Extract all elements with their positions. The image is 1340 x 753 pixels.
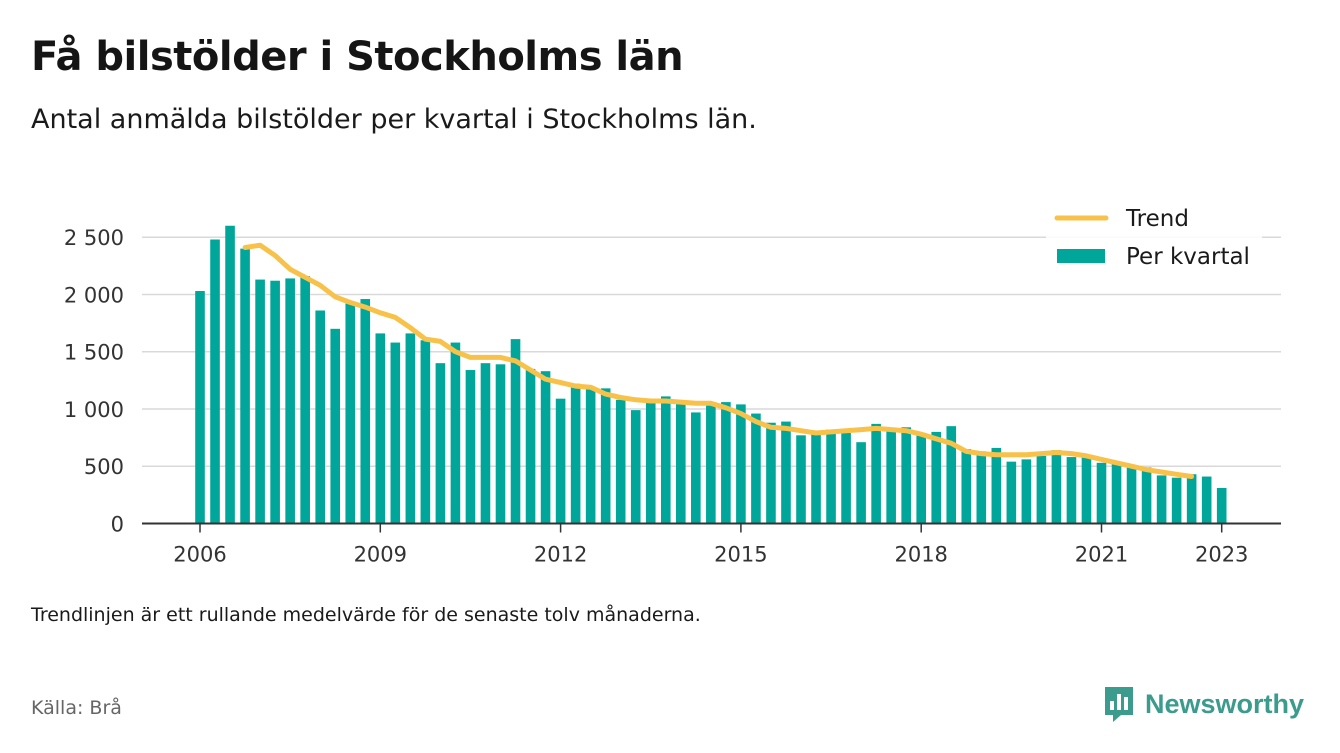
bar xyxy=(796,435,806,524)
chart-area: 0 500 1 000 1 500 2 000 2 500 2006 2009 2012 2015… xyxy=(63,198,1281,567)
bar xyxy=(225,225,235,524)
y-tick-label: 500 xyxy=(84,455,124,479)
bar xyxy=(1036,455,1047,524)
bar xyxy=(931,431,942,524)
bar xyxy=(525,368,536,524)
bar xyxy=(706,402,716,524)
bar xyxy=(240,248,250,524)
bar xyxy=(435,363,446,524)
bar xyxy=(630,410,641,524)
bar xyxy=(691,412,701,524)
trend-line xyxy=(242,242,1195,479)
bar xyxy=(300,276,310,524)
bar xyxy=(1006,461,1017,524)
bar xyxy=(645,402,656,524)
x-tick-label: 2006 xyxy=(173,543,226,567)
bar xyxy=(1201,476,1212,524)
bar xyxy=(255,279,265,524)
legend-bar-label: Per kvartal xyxy=(1126,244,1250,270)
legend-trend-label: Trend xyxy=(1125,206,1189,232)
bar xyxy=(465,370,476,524)
axes: 0 500 1 000 1 500 2 000 2 500 2006 2009 2012 2015… xyxy=(64,226,1281,567)
bar xyxy=(901,427,911,524)
y-tick-label: 2 500 xyxy=(64,226,124,250)
bar xyxy=(676,402,686,524)
y-tick-label: 1 000 xyxy=(64,398,124,422)
bar xyxy=(315,310,325,524)
bar xyxy=(1216,487,1227,524)
brand-name: Newsworthy xyxy=(1145,688,1305,719)
x-tick-label: 2018 xyxy=(894,543,947,567)
bar xyxy=(766,422,776,524)
bar xyxy=(270,280,280,524)
bar xyxy=(976,451,987,524)
x-tick-label: 2021 xyxy=(1075,543,1128,567)
bar xyxy=(345,303,356,524)
bar xyxy=(961,449,972,524)
trend-series xyxy=(242,242,1195,479)
bar xyxy=(916,434,926,524)
bar xyxy=(405,333,416,524)
x-tick-label: 2015 xyxy=(714,543,767,567)
bar xyxy=(781,421,791,524)
bar xyxy=(375,333,386,524)
x-tick-label: 2012 xyxy=(534,543,587,567)
bar xyxy=(510,339,521,524)
bar xyxy=(856,442,866,524)
bar xyxy=(285,278,295,524)
bar xyxy=(811,434,821,524)
legend-bar-swatch xyxy=(1057,249,1105,263)
bar xyxy=(210,239,220,524)
y-tick-label: 1 500 xyxy=(64,341,124,365)
footnote: Trendlinjen är ett rullande medelvärde f… xyxy=(31,604,701,626)
bar xyxy=(600,388,611,524)
bar xyxy=(871,423,881,524)
bar xyxy=(1186,474,1197,524)
bar xyxy=(195,291,205,524)
bar xyxy=(615,399,626,524)
bar xyxy=(450,342,461,524)
bar xyxy=(736,404,746,524)
bar xyxy=(886,429,896,524)
bar xyxy=(1066,457,1077,524)
bar xyxy=(330,328,341,524)
bar xyxy=(570,383,581,524)
legend: Trend Per kvartal xyxy=(1046,198,1262,282)
bar xyxy=(1111,461,1122,524)
bar xyxy=(420,340,431,524)
source-label: Källa: Brå xyxy=(31,697,122,719)
bar xyxy=(1171,477,1182,524)
bar xyxy=(721,402,731,524)
bar xyxy=(751,413,761,524)
bar xyxy=(1141,467,1152,524)
legend-background xyxy=(1046,198,1262,282)
bar xyxy=(495,364,506,524)
bar xyxy=(1156,475,1167,524)
x-tick-label: 2009 xyxy=(354,543,407,567)
bar xyxy=(390,342,401,524)
bar xyxy=(360,299,371,524)
y-tick-label: 2 000 xyxy=(64,283,124,307)
bar xyxy=(660,396,671,524)
newsworthy-icon xyxy=(1105,687,1133,722)
bar xyxy=(585,387,596,524)
bar xyxy=(1021,459,1032,524)
bar xyxy=(1126,465,1137,524)
bar xyxy=(946,426,957,524)
bar xyxy=(991,447,1002,524)
bar xyxy=(480,363,491,524)
bar xyxy=(1096,462,1107,524)
chart-title: Få bilstölder i Stockholms län xyxy=(31,34,684,80)
bar xyxy=(841,433,851,524)
bar-series xyxy=(195,225,1227,524)
bar xyxy=(555,398,566,524)
bar xyxy=(826,429,836,524)
y-tick-label: 0 xyxy=(111,513,124,537)
x-tick-label: 2023 xyxy=(1195,543,1248,567)
bar xyxy=(540,371,551,524)
bar xyxy=(1081,454,1092,524)
chart-subtitle: Antal anmälda bilstölder per kvartal i S… xyxy=(31,104,757,135)
newsworthy-logo: Newsworthy xyxy=(1103,684,1304,724)
bar xyxy=(1051,450,1062,524)
